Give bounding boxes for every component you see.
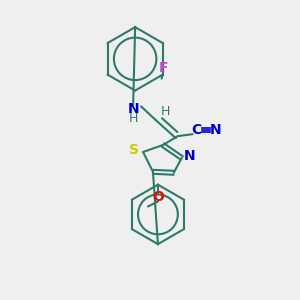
- Text: N: N: [184, 149, 195, 163]
- Text: C: C: [191, 123, 202, 137]
- Text: N: N: [210, 123, 221, 137]
- Text: O: O: [152, 190, 164, 204]
- Text: S: S: [129, 143, 139, 157]
- Text: H: H: [128, 112, 138, 125]
- Text: H: H: [161, 105, 170, 118]
- Text: N: N: [127, 102, 139, 116]
- Text: F: F: [159, 61, 168, 75]
